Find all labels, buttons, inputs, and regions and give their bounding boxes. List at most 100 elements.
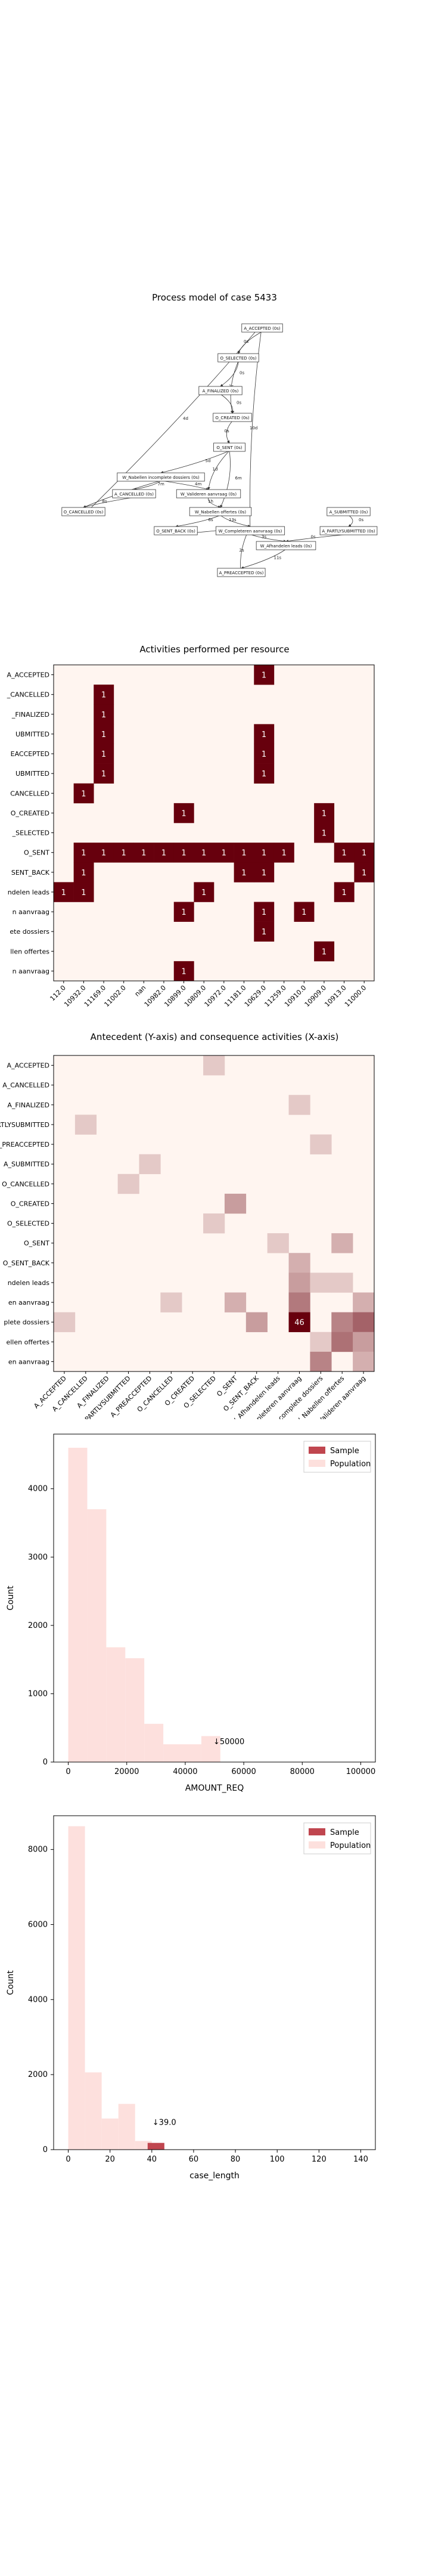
x-tick-label: 11181.0 <box>223 984 247 1008</box>
graph-edge-label: 0s <box>244 339 248 344</box>
heatmap-cell <box>310 1272 332 1293</box>
heatmap-cell <box>234 843 254 863</box>
x-axis-label: case_length <box>189 2171 240 2181</box>
heatmap-cell <box>54 882 74 902</box>
graph-edge <box>160 480 209 491</box>
graph-edge <box>220 515 251 528</box>
graph-edge-label: 0s <box>240 371 244 376</box>
heatmap-cell <box>139 1154 161 1175</box>
x-tick-label: 11259.0 <box>263 984 287 1008</box>
population-bar <box>85 2072 102 2150</box>
graph-node-box <box>215 526 285 535</box>
heatmap-cell <box>194 843 214 863</box>
case-length-histogram: ↓39.0 0 20 40 60 80 100 120 140 0 2000 4000 6000 8000… <box>6 1815 376 2181</box>
legend-label-sample: Sample <box>330 1447 359 1456</box>
heatmap-cell-label: 1 <box>362 849 366 858</box>
legend-swatch-population <box>309 1841 325 1849</box>
legend-swatch-population <box>309 1460 325 1467</box>
y-tick-label: A_CANCELLED <box>2 1082 49 1089</box>
y-tick-label: 2000 <box>28 2070 48 2079</box>
heatmap-cell-label: 1 <box>141 849 146 858</box>
heatmap-cell-label: 46 <box>294 1318 304 1327</box>
plot-frame <box>53 1433 376 1763</box>
heatmap-cell <box>94 724 114 744</box>
graph-node-label: O_SENT_BACK (0s) <box>156 529 195 534</box>
graph-edge <box>241 549 287 569</box>
graph-node-box <box>217 353 259 363</box>
heatmap-cell-label: 1 <box>101 849 106 858</box>
x-tick-label: 112.0 <box>48 984 67 1002</box>
heatmap-cell-label: 1 <box>262 750 266 759</box>
heatmap-cell <box>254 744 275 764</box>
heatmap-cell-label: 1 <box>341 849 346 858</box>
y-tick-label: SENT_BACK <box>11 869 50 877</box>
heatmap-cell-label: 1 <box>341 888 346 897</box>
graph-edge-label: 5d <box>206 459 211 463</box>
heatmap-cell <box>117 1174 139 1194</box>
heatmap-cell <box>133 843 154 863</box>
heatmap-cell <box>73 882 94 902</box>
heatmap-cell <box>353 1351 375 1372</box>
heatmap-cell <box>288 1095 310 1115</box>
y-axis-label: Count <box>6 1586 15 1611</box>
amount-histogram-panel: ↓50000 0 20000 40000 60000 80000 100000 0 1000 20… <box>0 1431 429 1801</box>
graph-node: O_CANCELLED (0s) <box>61 507 105 516</box>
graph-node-label: O_CANCELLED (0s) <box>64 510 104 515</box>
graph-edge-label: 7m <box>158 482 164 487</box>
y-tick-label: n aanvraag <box>13 908 49 916</box>
legend-box <box>303 1441 371 1473</box>
transition-heatmap: 46 A_ACCEPTED A_CANCELLED A_FINALIZED PARTLY… <box>0 1055 375 1419</box>
heatmap-cell-label: 1 <box>161 849 166 858</box>
heatmap-cell <box>173 961 194 982</box>
heatmap-cell <box>331 1233 353 1253</box>
graph-edge-label: 4m <box>195 482 201 487</box>
heatmap-cell-label: 1 <box>101 750 106 759</box>
heatmap-cell-label: 1 <box>262 849 266 858</box>
y-tick-label: O_CREATED <box>11 809 49 817</box>
heatmap-cell <box>288 1292 310 1312</box>
population-bar <box>125 1658 145 1762</box>
graph-edge-label: 4d <box>183 416 188 421</box>
graph-node: W_Nabellen incomplete dossiers (0s) <box>117 472 205 482</box>
graph-edge <box>285 534 349 543</box>
graph-edge-label: 0s <box>225 429 229 434</box>
heatmap-cell-label: 1 <box>122 849 126 858</box>
graph-node-label: A_SUBMITTED (0s) <box>329 510 368 515</box>
y-tick-label: O_CREATED <box>11 1200 49 1208</box>
heatmap-cell-label: 1 <box>241 849 246 858</box>
y-tick-label: O_SELECTED <box>7 1220 49 1228</box>
process-graph: 0s0s1s0s0s5d1d7m6d4m1h6s13s2m3s0s0s11s2s… <box>61 323 378 577</box>
y-tick-label: O_CANCELLED <box>2 1180 49 1188</box>
heatmap-cell-label: 1 <box>322 829 327 838</box>
heatmap-cell <box>353 1332 375 1352</box>
heatmap-cell-label: 1 <box>282 849 287 858</box>
y-tick-label: ndelen leads <box>8 1279 50 1287</box>
graph-edge-label: 3s <box>262 535 266 540</box>
heatmap-cell-label: 1 <box>322 948 327 956</box>
graph-node-box <box>213 442 245 452</box>
graph-node-label: A_FINALIZED (0s) <box>203 389 239 394</box>
graph-edge-label: 0s <box>311 535 316 540</box>
population-bar <box>68 1826 85 2150</box>
sample-bar <box>147 2142 164 2150</box>
heatmap-cell <box>354 843 375 863</box>
heatmap-cell <box>94 763 114 784</box>
case-length-histogram-panel: ↓39.0 0 20 40 60 80 100 120 140 0 2000 4000 6000 8000… <box>0 1813 429 2200</box>
heatmap-cell-label: 1 <box>61 888 66 897</box>
graph-node-box <box>319 526 378 535</box>
graph-node-box <box>198 386 243 395</box>
heatmap-cell-label: 1 <box>181 908 186 917</box>
heatmap-cell <box>203 1055 225 1076</box>
graph-node: A_PARTLYSUBMITTED (0s) <box>319 526 378 535</box>
y-tick-label: ete dossiers <box>10 928 49 936</box>
graph-edge <box>83 323 263 516</box>
heatmap-cell <box>314 823 335 843</box>
x-tick-label: 0 <box>66 2155 70 2164</box>
heatmap-cell-label: 1 <box>101 730 106 739</box>
sample-value-label: ↓39.0 <box>153 2119 176 2128</box>
heatmap-cell-label: 1 <box>201 888 206 897</box>
heatmap-cell <box>314 941 335 962</box>
y-tick-label: _SELECTED <box>12 829 49 837</box>
graph-edge-label: 0s <box>237 401 241 405</box>
